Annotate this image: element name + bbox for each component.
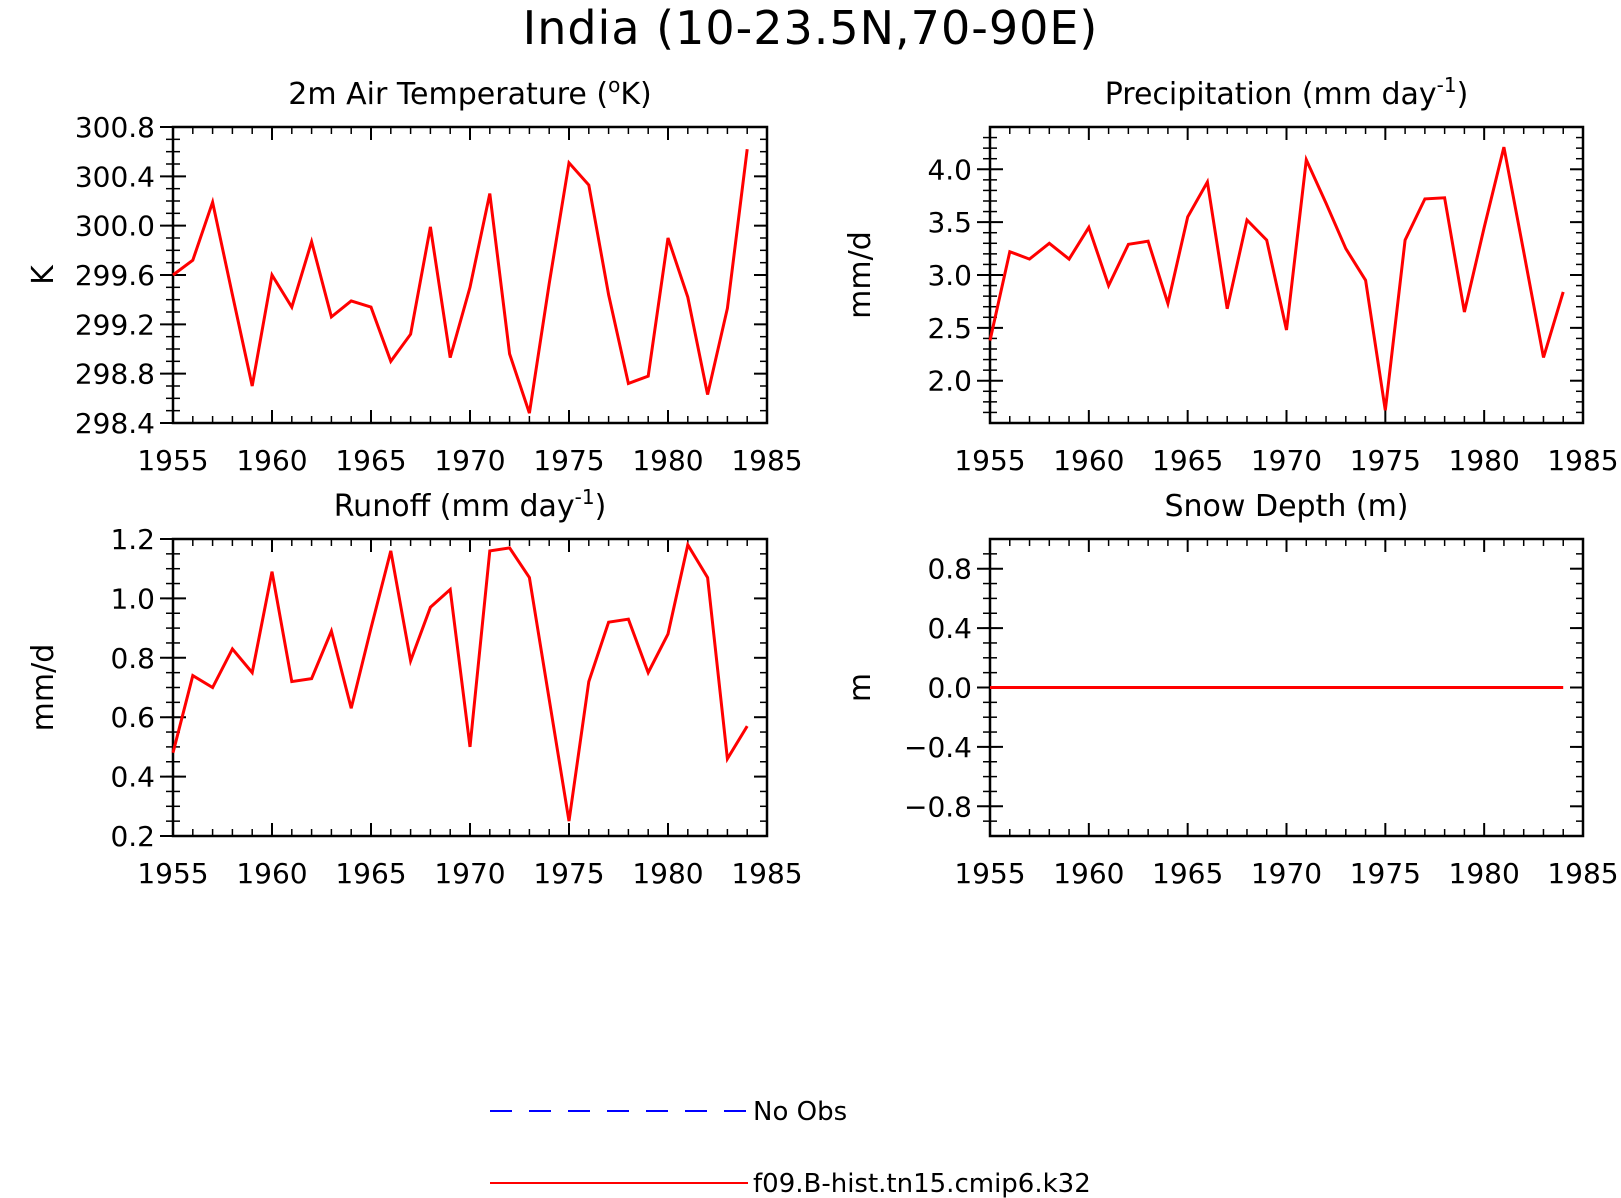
y-tick-label: 300.4 [75, 160, 155, 193]
y-axis-label: K [26, 264, 61, 285]
x-tick-label: 1980 [1449, 444, 1520, 477]
x-tick-label: 1985 [1547, 444, 1618, 477]
x-tick-label: 1960 [236, 857, 307, 890]
series-line [171, 540, 749, 822]
x-tick-label: 1975 [1350, 857, 1421, 890]
chart-panel-4: 1955 1960 1965 1970 1975 1980 1985 −0.8 −0.4 0.0 0… [843, 489, 1619, 890]
panel-title: 2m Air Temperature (oK) [288, 73, 652, 112]
x-tick-label: 1965 [1152, 857, 1223, 890]
x-tick-label: 1965 [1152, 444, 1223, 477]
x-tick-label: 1955 [954, 444, 1025, 477]
y-axis-label: m [843, 673, 878, 702]
chart-panels: 1955 1960 1965 1970 1975 1980 1985 298.4 298.8 29… [26, 73, 1619, 890]
y-tick-label: 1.0 [110, 582, 155, 615]
y-tick-label: 300.8 [75, 111, 155, 144]
plot-frame [988, 125, 1585, 425]
legend-label-1: No Obs [753, 1097, 847, 1127]
x-tick-label: 1960 [1053, 444, 1124, 477]
x-tick-label: 1975 [533, 444, 604, 477]
x-tick-label: 1970 [434, 857, 505, 890]
x-tick-label: 1985 [731, 444, 802, 477]
legend-label-2: f09.B-hist.tn15.cmip6.k32 [753, 1169, 1091, 1198]
y-tick-label: 0.4 [927, 612, 972, 645]
y-axis-label: mm/d [843, 231, 878, 319]
series-line [172, 149, 749, 414]
panel-title: Precipitation (mm day-1) [1105, 73, 1469, 112]
y-tick-label: 298.8 [75, 358, 155, 391]
y-tick-label: 4.0 [927, 153, 972, 186]
chart-panel-2: 1955 1960 1965 1970 1975 1980 1985 2.0 2.5 3.0 3.5… [843, 73, 1619, 477]
y-tick-label: 0.6 [110, 701, 155, 734]
x-tick-label: 1985 [1547, 857, 1618, 890]
x-tick-label: 1955 [137, 444, 208, 477]
y-tick-label: 2.5 [927, 312, 972, 345]
x-tick-label: 1960 [236, 444, 307, 477]
x-tick-label: 1970 [1251, 444, 1322, 477]
x-tick-label: 1965 [335, 857, 406, 890]
y-tick-label: 0.0 [927, 672, 972, 705]
y-tick-label: 0.2 [110, 820, 155, 853]
y-tick-label: 1.2 [110, 523, 155, 556]
y-tick-label: 299.6 [75, 259, 155, 292]
chart-panel-1: 1955 1960 1965 1970 1975 1980 1985 298.4 298.8 29… [26, 73, 803, 477]
x-tick-label: 1980 [632, 857, 703, 890]
y-tick-label: 2.0 [927, 365, 972, 398]
x-tick-label: 1955 [954, 857, 1025, 890]
y-tick-label: −0.4 [904, 731, 972, 764]
chart-panel-3: 1955 1960 1965 1970 1975 1980 1985 0.2 0.4 0.6 0.8… [26, 485, 803, 890]
y-tick-label: 3.0 [927, 259, 972, 292]
x-tick-label: 1970 [434, 444, 505, 477]
y-tick-label: 0.8 [110, 642, 155, 675]
y-tick-label: 299.2 [75, 308, 155, 341]
x-tick-label: 1955 [137, 857, 208, 890]
x-tick-label: 1985 [731, 857, 802, 890]
x-tick-label: 1960 [1053, 857, 1124, 890]
plot-frame [171, 125, 769, 425]
x-tick-label: 1970 [1251, 857, 1322, 890]
y-tick-label: 0.8 [927, 553, 972, 586]
x-tick-label: 1975 [533, 857, 604, 890]
legend: No Obs f09.B-hist.tn15.cmip6.k32 [490, 1097, 1091, 1198]
panel-title: Snow Depth (m) [1164, 489, 1408, 524]
x-tick-label: 1975 [1350, 444, 1421, 477]
y-tick-label: 298.4 [75, 407, 155, 440]
y-tick-label: −0.8 [904, 790, 972, 823]
x-tick-label: 1965 [335, 444, 406, 477]
y-tick-label: 0.4 [110, 761, 155, 794]
series-line [988, 146, 1565, 411]
x-tick-label: 1980 [1449, 857, 1520, 890]
y-tick-label: 300.0 [75, 210, 155, 243]
x-tick-label: 1980 [632, 444, 703, 477]
figure-title: India (10-23.5N,70-90E) [522, 1, 1099, 55]
panel-title: Runoff (mm day-1) [334, 485, 607, 524]
y-tick-label: 3.5 [927, 206, 972, 239]
y-axis-label: mm/d [26, 644, 61, 732]
